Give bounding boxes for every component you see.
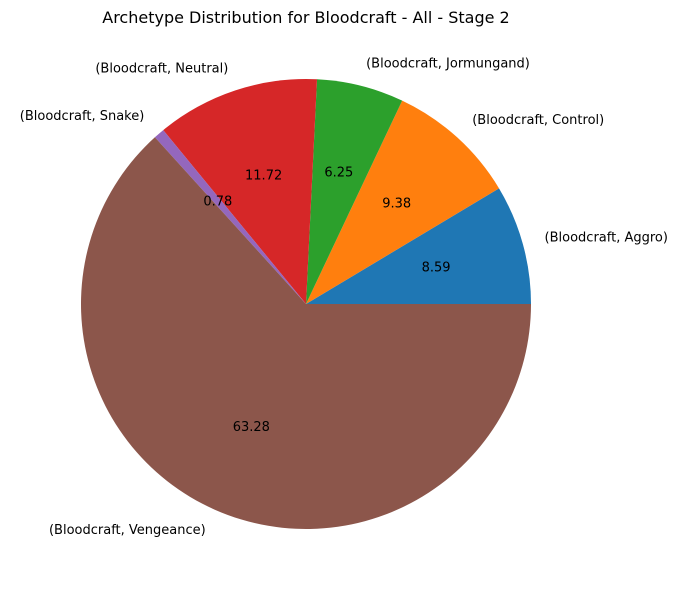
pie-slice <box>306 100 500 305</box>
slice-percent-label: 0.78 <box>203 194 232 209</box>
pie-slices <box>81 79 531 529</box>
pie-slice <box>163 79 318 304</box>
slice-percent-label: 11.72 <box>245 168 282 183</box>
pie-slice <box>306 79 403 304</box>
slice-category-label: (Bloodcraft, Control) <box>472 113 604 128</box>
slice-category-label: (Bloodcraft, Snake) <box>20 109 145 124</box>
pie-slice <box>81 137 531 529</box>
percent-labels: 8.59 9.38 6.25 11.72 0.78 63.28 <box>203 166 450 435</box>
slice-percent-label: 8.59 <box>422 261 451 276</box>
slice-category-label: (Bloodcraft, Jormungand) <box>366 56 530 71</box>
slice-category-label: (Bloodcraft, Neutral) <box>95 62 228 77</box>
slice-category-label: (Bloodcraft, Vengeance) <box>49 523 206 538</box>
pie-slice <box>154 130 306 304</box>
category-labels: (Bloodcraft, Aggro) (Bloodcraft, Control)… <box>20 56 668 537</box>
pie-slice <box>306 188 531 304</box>
chart-title: Archetype Distribution for Bloodcraft - … <box>102 8 509 27</box>
slice-percent-label: 9.38 <box>382 196 411 211</box>
slice-percent-label: 6.25 <box>324 166 353 181</box>
slice-category-label: (Bloodcraft, Aggro) <box>545 231 668 246</box>
slice-percent-label: 63.28 <box>233 420 270 435</box>
